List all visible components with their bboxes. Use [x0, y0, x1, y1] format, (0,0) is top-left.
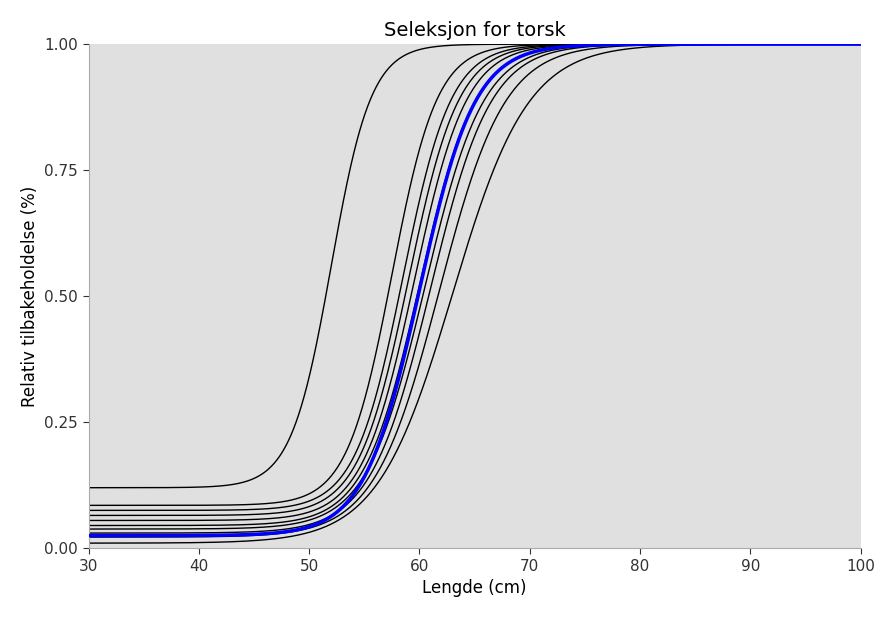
X-axis label: Lengde (cm): Lengde (cm): [422, 579, 527, 597]
Title: Seleksjon for torsk: Seleksjon for torsk: [383, 21, 565, 40]
Y-axis label: Relativ tilbakeholdelse (%): Relativ tilbakeholdelse (%): [21, 185, 39, 407]
